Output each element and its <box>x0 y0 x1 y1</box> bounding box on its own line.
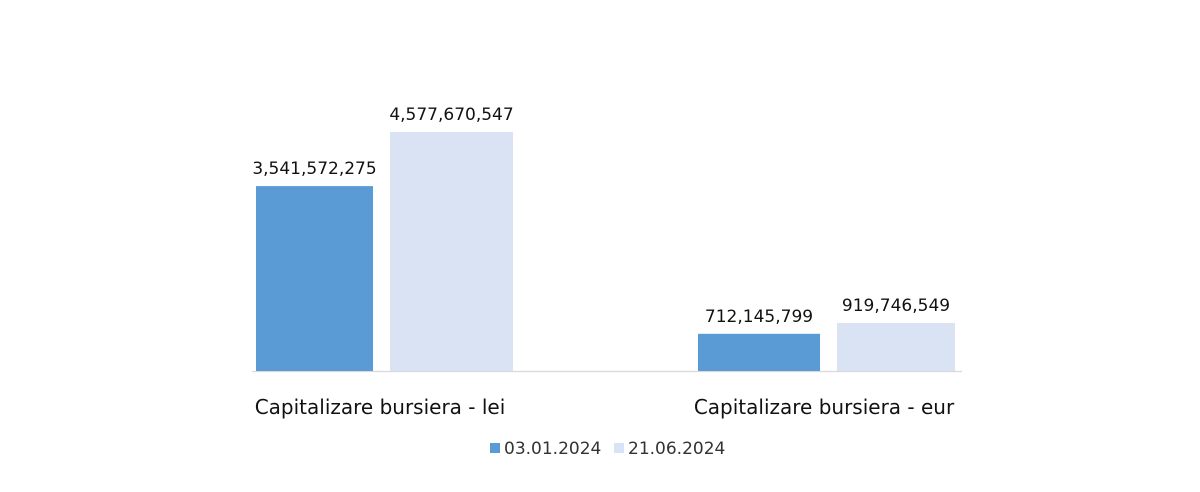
data-label-series1-lei: 3,541,572,275 <box>252 159 376 179</box>
legend-label-1: 03.01.2024 <box>504 439 601 459</box>
data-label-series2-eur: 919,746,549 <box>842 296 950 316</box>
legend-label-2: 21.06.2024 <box>628 439 725 459</box>
data-label-series2-lei: 4,577,670,547 <box>389 105 513 125</box>
bar-series1-lei <box>256 186 373 371</box>
bar-series1-eur <box>698 333 820 371</box>
data-label-series1-eur: 712,145,799 <box>705 307 813 327</box>
category-label-eur: Capitalizare bursiera - eur <box>694 395 955 419</box>
legend-swatch-2 <box>614 443 624 453</box>
legend-swatch-1 <box>490 443 500 453</box>
bar-series2-eur <box>837 322 955 371</box>
category-label-lei: Capitalizare bursiera - lei <box>255 395 506 419</box>
bar-series2-lei <box>390 132 513 371</box>
